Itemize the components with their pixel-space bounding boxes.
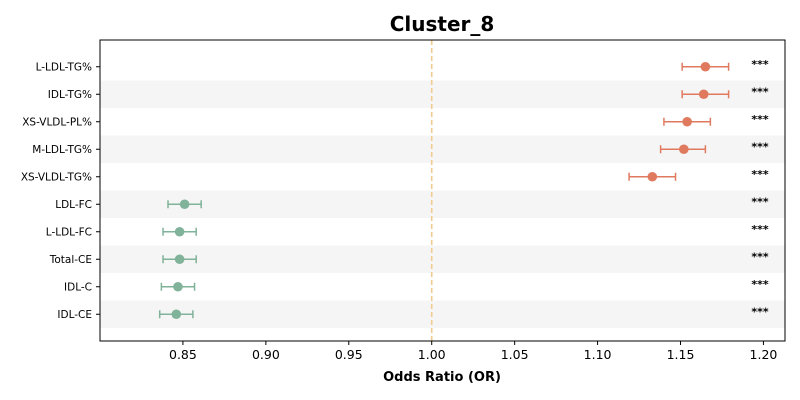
row-l-ldl-tg- [681, 61, 730, 72]
or-point [174, 226, 185, 237]
row-total-ce [162, 254, 197, 265]
x-tick-label: 1.20 [750, 347, 778, 362]
row-idl-c [160, 281, 196, 292]
row-band [100, 80, 785, 108]
plot-frame [99, 39, 786, 342]
row-m-ldl-tg- [659, 144, 707, 155]
significance-label: *** [751, 305, 769, 318]
x-tick-label: 1.15 [667, 347, 695, 362]
data-marks [158, 61, 730, 320]
row-xs-vldl-tg- [628, 171, 677, 182]
y-tick-label: M-LDL-TG% [32, 144, 92, 156]
x-tick-label: 0.85 [169, 347, 197, 362]
or-point [700, 61, 711, 72]
row-ldl-fc [167, 199, 202, 210]
row-band [100, 300, 785, 328]
significance-labels: *** *** *** *** *** *** *** *** *** *** [751, 58, 769, 319]
or-point [679, 144, 689, 155]
x-tick-label: 1.05 [501, 347, 529, 362]
y-tick-label: L-LDL-FC [46, 227, 92, 239]
row-bands [100, 80, 785, 328]
x-axis-label: Odds Ratio (OR) [383, 370, 501, 385]
or-point [179, 199, 190, 210]
y-tick-label: LDL-FC [55, 199, 92, 211]
row-band [100, 245, 785, 273]
row-l-ldl-fc [162, 226, 197, 237]
y-tick-label: IDL-TG% [48, 89, 92, 101]
y-tick-label: XS-VLDL-PL% [22, 117, 92, 129]
row-idl-tg- [681, 89, 730, 100]
significance-label: *** [751, 278, 769, 291]
row-band [100, 190, 785, 218]
or-point [682, 116, 692, 127]
chart-title: Cluster_8 [390, 12, 495, 36]
y-tick-label: IDL-C [64, 282, 92, 294]
y-tick-label: Total-CE [49, 254, 92, 266]
significance-label: *** [751, 58, 769, 71]
or-point [698, 89, 709, 100]
y-tick-labels: L-LDL-TG% IDL-TG% XS-VLDL-PL% M-LDL-TG% XS-V… [21, 62, 100, 321]
significance-label: *** [751, 223, 769, 236]
or-point [647, 171, 658, 182]
significance-label: *** [751, 85, 769, 98]
y-tick-label: XS-VLDL-TG% [21, 172, 92, 184]
row-idl-ce [158, 309, 194, 320]
x-tick-label: 1.10 [584, 347, 612, 362]
x-tick-label: 0.90 [252, 347, 280, 362]
x-tick-label: 0.95 [335, 347, 363, 362]
significance-label: *** [751, 250, 769, 263]
or-point [171, 309, 182, 320]
y-tick-label: L-LDL-TG% [36, 62, 92, 74]
y-tick-label: IDL-CE [57, 309, 92, 321]
significance-label: *** [751, 195, 769, 208]
row-xs-vldl-pl- [663, 116, 712, 127]
x-tick-label: 1.00 [418, 347, 446, 362]
significance-label: *** [751, 113, 769, 126]
x-ticks: 0.85 0.90 0.95 1.00 1.05 1.10 1.15 1.20 [169, 341, 777, 362]
significance-label: *** [751, 168, 769, 181]
or-point [174, 254, 185, 265]
or-point [173, 281, 183, 292]
significance-label: *** [751, 140, 769, 153]
